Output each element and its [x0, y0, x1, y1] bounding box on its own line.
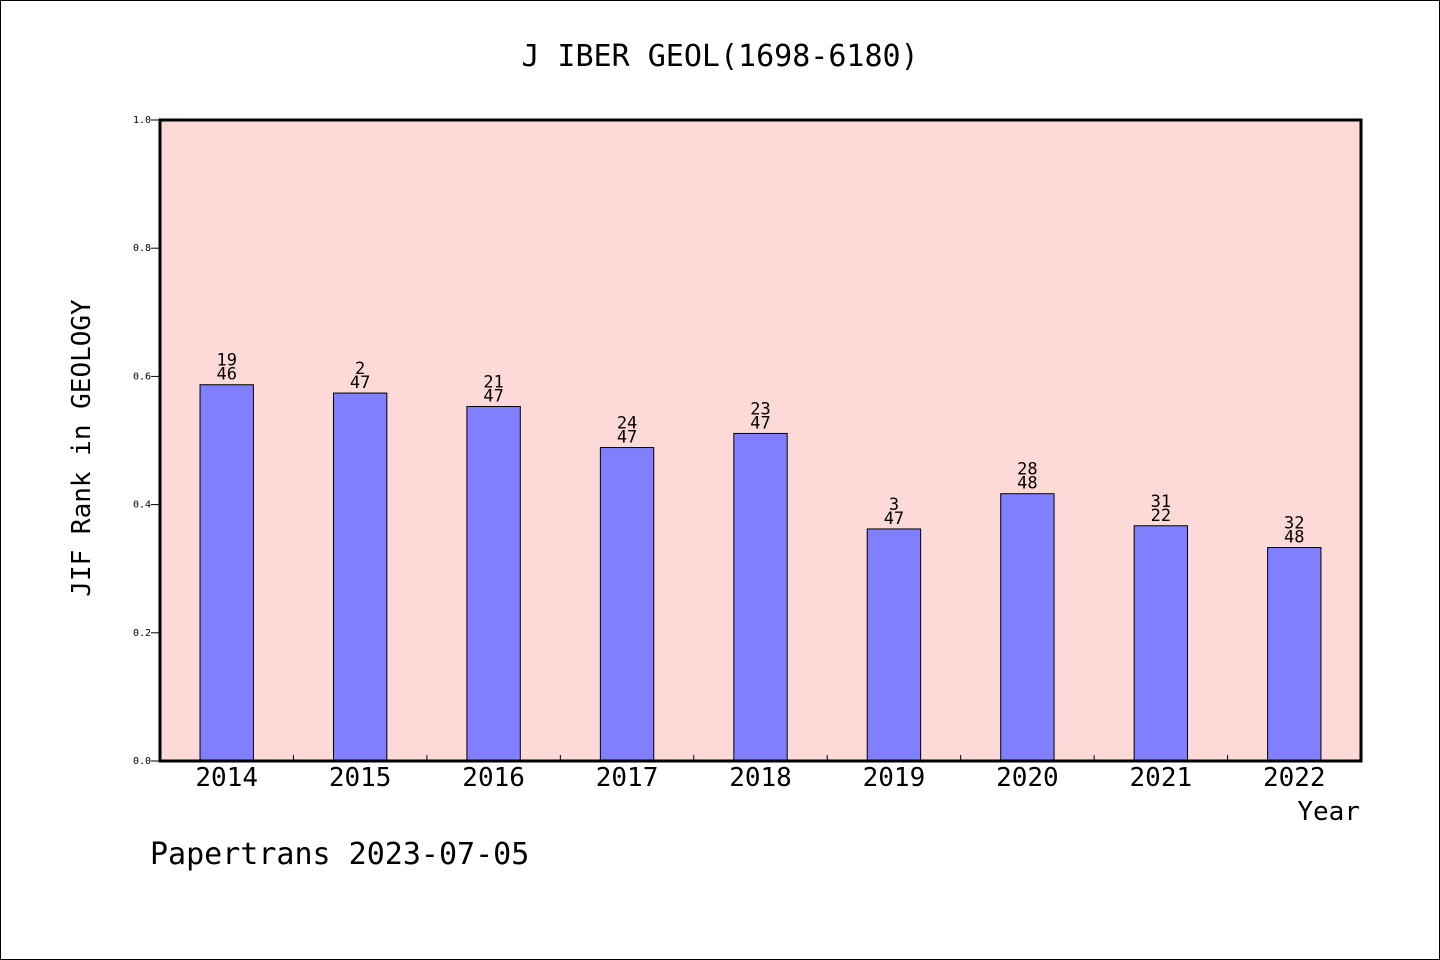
bar — [1267, 547, 1322, 762]
y-tick-label: 0.0 — [133, 756, 151, 767]
bar-label-total: 47 — [617, 428, 637, 448]
bar-label-rank: 3 — [889, 495, 899, 515]
x-tick-label: 2015 — [329, 763, 392, 793]
bar-label-rank: 21 — [483, 373, 503, 393]
x-axis-label: Year — [1297, 797, 1360, 827]
bar-label-total: 47 — [350, 373, 370, 393]
bar-label-rank: 2 — [355, 359, 365, 379]
y-axis-ticks: 0.0 0.2 0.4 0.6 0.8 1.0 — [133, 115, 160, 767]
bar-label-total: 47 — [483, 387, 503, 407]
y-tick-label: 1.0 — [133, 115, 151, 126]
x-tick-label: 2016 — [462, 763, 525, 793]
x-axis-ticks: 2014 2015 2016 2017 2018 2019 2020 2021 2022 — [195, 755, 1326, 793]
bar — [332, 392, 388, 762]
bar-label-total: 48 — [1284, 528, 1304, 548]
footer-caption: Papertrans 2023-07-05 — [150, 837, 529, 872]
y-axis-label: JIF Rank in GEOLOGY — [67, 299, 97, 597]
y-tick-label: 0.8 — [133, 243, 151, 254]
y-tick-label: 0.2 — [133, 628, 151, 639]
x-tick-label: 2020 — [996, 763, 1059, 793]
bar-label-total: 48 — [1017, 474, 1037, 494]
bar-label-total: 22 — [1151, 506, 1171, 526]
bar-label-rank: 32 — [1284, 514, 1304, 534]
bar-label-rank: 31 — [1151, 492, 1171, 512]
bar — [866, 528, 922, 762]
y-tick-label: 0.6 — [133, 371, 151, 382]
bar-label-total: 46 — [216, 365, 236, 385]
x-tick-label: 2018 — [729, 763, 792, 793]
x-tick-label: 2014 — [195, 763, 258, 793]
bar — [1133, 525, 1189, 762]
y-tick-label: 0.4 — [133, 500, 151, 511]
bars-group — [199, 384, 1322, 762]
bar — [733, 432, 788, 762]
bar-label-total: 47 — [750, 413, 770, 433]
x-tick-label: 2021 — [1130, 763, 1193, 793]
bar-label-rank: 28 — [1017, 460, 1037, 480]
bar-label-rank: 24 — [617, 414, 637, 434]
bar-label-rank: 19 — [216, 351, 236, 371]
bar — [466, 406, 521, 762]
bar — [1000, 493, 1055, 762]
chart-title: J IBER GEOL(1698-6180) — [521, 39, 918, 74]
bar-label-rank: 23 — [750, 399, 770, 419]
bar — [599, 447, 655, 762]
plot-border — [158, 118, 1363, 763]
x-tick-label: 2022 — [1263, 763, 1326, 793]
x-tick-label: 2019 — [863, 763, 926, 793]
bar — [199, 384, 254, 762]
bar-label-total: 47 — [884, 509, 904, 529]
x-tick-label: 2017 — [596, 763, 659, 793]
